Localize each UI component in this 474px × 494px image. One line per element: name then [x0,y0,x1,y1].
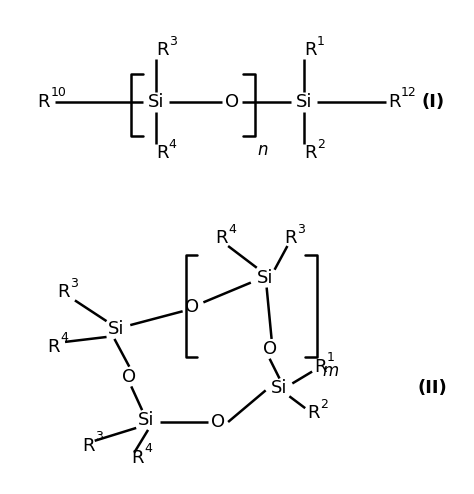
Text: 1: 1 [317,35,325,48]
Text: R: R [131,449,144,467]
Text: R: R [215,229,228,247]
Text: O: O [225,93,239,111]
Text: 3: 3 [297,223,305,236]
Text: 2: 2 [320,398,328,411]
Text: 3: 3 [70,277,78,290]
Text: Si: Si [148,93,164,111]
Text: 3: 3 [95,430,102,443]
Text: O: O [185,298,200,316]
Text: 1: 1 [327,351,335,364]
Text: 12: 12 [401,86,417,99]
Text: n: n [258,141,268,159]
Text: 4: 4 [228,223,236,236]
Text: (II): (II) [418,379,447,397]
Text: 4: 4 [144,442,152,455]
Text: O: O [211,413,225,431]
Text: 4: 4 [169,138,177,151]
Text: Si: Si [138,411,155,429]
Text: R: R [57,284,70,301]
Text: 10: 10 [50,86,66,99]
Text: Si: Si [256,269,273,287]
Text: R: R [47,338,60,356]
Text: O: O [122,368,137,385]
Text: m: m [322,362,338,380]
Text: R: R [156,41,168,59]
Text: R: R [388,93,401,111]
Text: R: R [156,144,168,162]
Text: R: R [304,144,317,162]
Text: O: O [263,340,277,358]
Text: R: R [314,358,327,375]
Text: 2: 2 [317,138,325,151]
Text: R: R [304,41,317,59]
Text: Si: Si [271,379,288,397]
Text: (I): (I) [421,93,444,111]
Text: 3: 3 [169,35,177,48]
Text: 4: 4 [60,331,68,344]
Text: R: R [284,229,297,247]
Text: Si: Si [296,93,312,111]
Text: R: R [82,437,94,455]
Text: R: R [307,404,319,422]
Text: Si: Si [108,320,125,338]
Text: R: R [37,93,50,111]
